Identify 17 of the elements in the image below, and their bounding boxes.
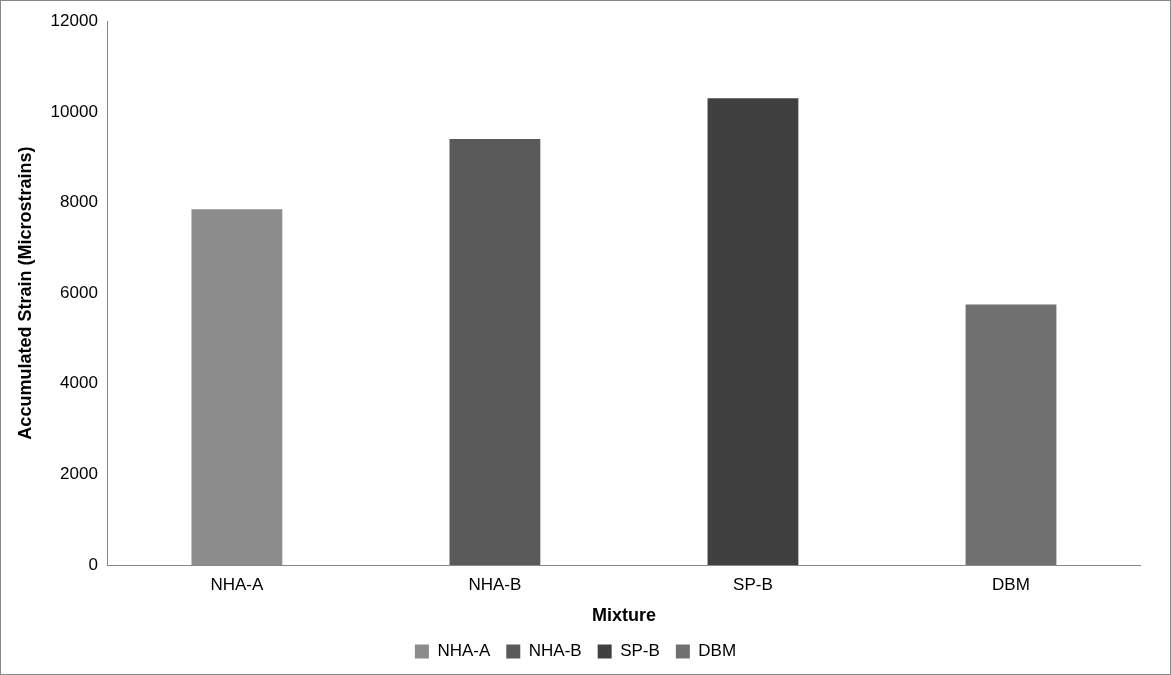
y-tick-label: 0 bbox=[88, 554, 98, 574]
legend-label: DBM bbox=[698, 641, 737, 661]
x-tick-label: NHA-A bbox=[210, 574, 264, 594]
y-tick-label: 8000 bbox=[60, 192, 98, 212]
y-tick-label: 10000 bbox=[50, 101, 98, 121]
x-tick-label: DBM bbox=[992, 574, 1030, 594]
x-tick-label: SP-B bbox=[733, 574, 773, 594]
legend-label: NHA-A bbox=[437, 641, 491, 661]
legend-label: SP-B bbox=[620, 641, 660, 661]
y-tick-label: 4000 bbox=[60, 373, 98, 393]
y-tick-label: 6000 bbox=[60, 282, 98, 302]
y-tick-label: 2000 bbox=[60, 464, 98, 484]
x-axis-title: Mixture bbox=[591, 605, 656, 626]
y-tick-label: 12000 bbox=[50, 10, 98, 30]
y-axis-title: Accumulated Strain (Microstrains) bbox=[14, 146, 35, 440]
legend-label: NHA-B bbox=[528, 641, 582, 661]
x-tick-label: NHA-B bbox=[468, 574, 522, 594]
